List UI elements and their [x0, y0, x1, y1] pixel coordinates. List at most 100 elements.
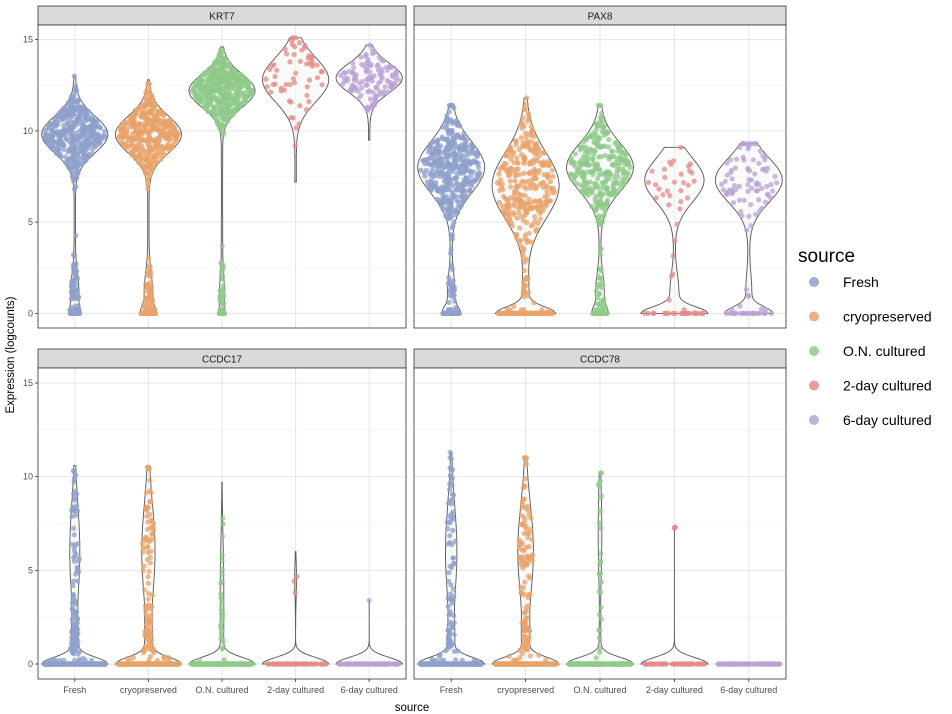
data-point — [149, 126, 156, 132]
data-point — [289, 41, 295, 48]
data-point — [462, 158, 468, 164]
data-point — [71, 558, 77, 564]
data-point — [445, 198, 451, 204]
data-point — [358, 92, 364, 98]
data-point — [772, 173, 778, 180]
data-point — [532, 142, 538, 148]
data-point — [67, 147, 73, 154]
data-point — [74, 564, 80, 570]
data-point — [700, 310, 706, 316]
data-point — [521, 246, 527, 252]
data-point — [149, 304, 155, 310]
data-point — [146, 568, 152, 575]
data-point — [207, 101, 213, 107]
data-point — [446, 179, 452, 185]
data-point — [753, 182, 760, 188]
data-point — [368, 61, 374, 67]
data-point — [374, 85, 380, 91]
data-point — [214, 75, 220, 81]
data-point — [305, 55, 311, 61]
data-point — [469, 145, 476, 151]
data-point — [420, 157, 427, 163]
data-point — [687, 168, 693, 174]
data-point — [145, 284, 151, 290]
data-point — [529, 180, 535, 186]
data-point — [210, 63, 217, 69]
data-point — [599, 119, 606, 125]
data-point — [220, 515, 226, 521]
data-point — [385, 89, 391, 95]
data-point — [438, 143, 444, 149]
data-point — [209, 83, 215, 89]
data-point — [444, 310, 450, 316]
data-point — [732, 165, 739, 171]
data-point — [219, 557, 225, 564]
data-point — [620, 178, 626, 184]
data-point — [513, 231, 519, 237]
data-point — [70, 172, 76, 178]
data-point — [436, 148, 442, 154]
data-point — [221, 98, 227, 105]
data-point — [218, 591, 224, 597]
data-point — [594, 134, 601, 140]
data-point — [71, 479, 77, 485]
data-point — [521, 170, 527, 176]
data-point — [135, 154, 141, 160]
data-point — [524, 256, 530, 262]
data-point — [533, 228, 539, 234]
data-point — [80, 105, 86, 111]
data-point — [759, 205, 765, 211]
data-point — [149, 531, 155, 537]
data-point — [294, 573, 300, 580]
data-point — [539, 204, 545, 210]
data-point — [606, 137, 612, 143]
data-point — [723, 310, 730, 316]
data-point — [592, 196, 598, 202]
data-point — [451, 284, 457, 290]
data-point — [358, 54, 364, 60]
data-point — [448, 247, 454, 253]
data-point — [225, 97, 231, 103]
data-point — [129, 661, 135, 667]
data-point — [596, 154, 602, 160]
data-point — [518, 310, 524, 316]
data-point — [461, 170, 467, 176]
data-point — [74, 175, 80, 181]
data-point — [532, 310, 539, 316]
data-point — [144, 526, 151, 533]
data-point — [670, 310, 676, 316]
data-point — [71, 532, 77, 538]
data-point — [229, 85, 235, 91]
data-point — [532, 175, 538, 182]
data-point — [89, 146, 95, 152]
data-point — [49, 134, 55, 140]
data-point — [672, 238, 678, 244]
data-point — [684, 195, 691, 201]
data-point — [507, 172, 513, 178]
data-point — [454, 186, 460, 192]
data-point — [292, 661, 298, 667]
data-point — [218, 104, 224, 110]
data-point — [531, 166, 537, 172]
data-point — [741, 157, 747, 163]
data-point — [240, 77, 246, 83]
data-point — [156, 111, 162, 117]
data-point — [145, 629, 151, 635]
data-point — [375, 62, 381, 68]
data-point — [526, 196, 532, 202]
data-point — [140, 568, 146, 574]
data-point — [587, 146, 594, 152]
data-point — [539, 161, 546, 167]
data-point — [144, 148, 150, 154]
data-point — [149, 156, 155, 162]
data-point — [67, 124, 73, 130]
data-point — [70, 639, 76, 645]
data-point — [72, 497, 78, 503]
series-0 — [41, 73, 109, 316]
data-point — [219, 572, 225, 578]
x-tick-label: Fresh — [440, 685, 463, 695]
data-point — [230, 75, 236, 81]
data-point — [528, 185, 534, 191]
data-point — [359, 61, 365, 67]
data-point — [158, 156, 164, 162]
